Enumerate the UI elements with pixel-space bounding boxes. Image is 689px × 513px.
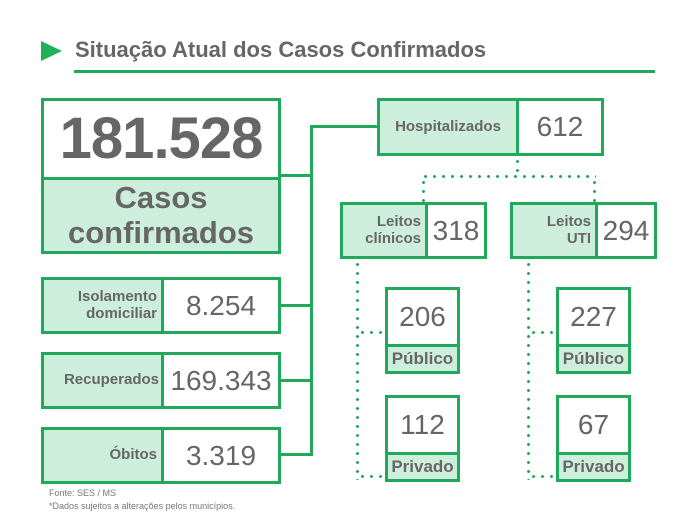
icu-beds-value: 294 — [602, 214, 650, 246]
isolation-label: Isolamento domiciliar — [44, 280, 164, 331]
title-underline — [74, 70, 655, 73]
label-line: Leitos — [546, 213, 591, 230]
clinical-public-label: Público — [388, 344, 457, 371]
label-line: Casos — [114, 179, 208, 215]
clinical-beds-value: 318 — [432, 214, 480, 246]
connector — [280, 174, 312, 177]
clinical-beds-label: Leitos clínicos — [343, 205, 428, 256]
clinical-public-value: 206 — [388, 290, 457, 344]
clinical-private-value: 112 — [388, 398, 457, 452]
dotted-connector — [529, 475, 556, 478]
label-line: domiciliar — [86, 304, 157, 322]
icu-public-box: 227 Público — [556, 287, 631, 374]
label-line: clínicos — [365, 229, 421, 247]
title-marker-icon — [41, 41, 62, 61]
clinical-public-box: 206 Público — [385, 287, 460, 374]
recovered-box: Recuperados 169.343 — [41, 352, 281, 409]
connector — [280, 304, 312, 307]
dotted-connector — [527, 260, 530, 480]
icu-private-box: 67 Privado — [556, 395, 631, 482]
icu-public-value: 227 — [559, 290, 628, 344]
dotted-connector — [356, 260, 359, 480]
isolation-box: Isolamento domiciliar 8.254 — [41, 277, 281, 334]
connector — [310, 125, 378, 128]
icu-public-label: Público — [559, 344, 628, 371]
label-line: UTI — [566, 229, 591, 247]
dotted-connector — [593, 178, 596, 202]
connector — [280, 379, 312, 382]
footer-note: *Dados sujeitos a alterações pelos munic… — [49, 501, 236, 511]
dotted-connector — [529, 331, 556, 334]
deaths-value: 3.319 — [185, 439, 257, 471]
clinical-private-label: Privado — [388, 452, 457, 479]
confirmed-cases-box: 181.528 Casos confirmados — [41, 98, 281, 254]
hospitalized-value: 612 — [536, 111, 584, 142]
clinical-beds-box: Leitos clínicos 318 — [340, 202, 487, 259]
deaths-label: Óbitos — [44, 430, 164, 481]
connector — [310, 125, 313, 456]
confirmed-cases-value: 181.528 — [59, 106, 264, 172]
isolation-value: 8.254 — [185, 289, 257, 321]
dotted-connector — [358, 331, 385, 334]
recovered-value: 169.343 — [170, 364, 272, 396]
icu-beds-label: Leitos UTI — [513, 205, 598, 256]
icu-beds-box: Leitos UTI 294 — [510, 202, 657, 259]
deaths-box: Óbitos 3.319 — [41, 427, 281, 484]
connector — [280, 453, 312, 456]
icu-private-label: Privado — [559, 452, 628, 479]
hospitalized-box: Hospitalizados 612 — [377, 98, 604, 156]
dotted-connector — [358, 475, 385, 478]
icu-private-value: 67 — [559, 398, 628, 452]
label-line: Isolamento — [77, 288, 157, 305]
hospitalized-label: Hospitalizados — [380, 101, 519, 153]
label-line: Leitos — [376, 213, 421, 230]
footer-source: Fonte: SES / MS — [49, 488, 117, 498]
confirmed-cases-label: Casos confirmados — [44, 176, 278, 251]
label-line: confirmados — [67, 215, 255, 251]
dotted-connector — [516, 157, 519, 177]
dotted-connector — [422, 178, 425, 202]
recovered-label: Recuperados — [44, 355, 164, 406]
dotted-connector — [421, 175, 596, 178]
clinical-private-box: 112 Privado — [385, 395, 460, 482]
page-title: Situação Atual dos Casos Confirmados — [75, 37, 487, 62]
